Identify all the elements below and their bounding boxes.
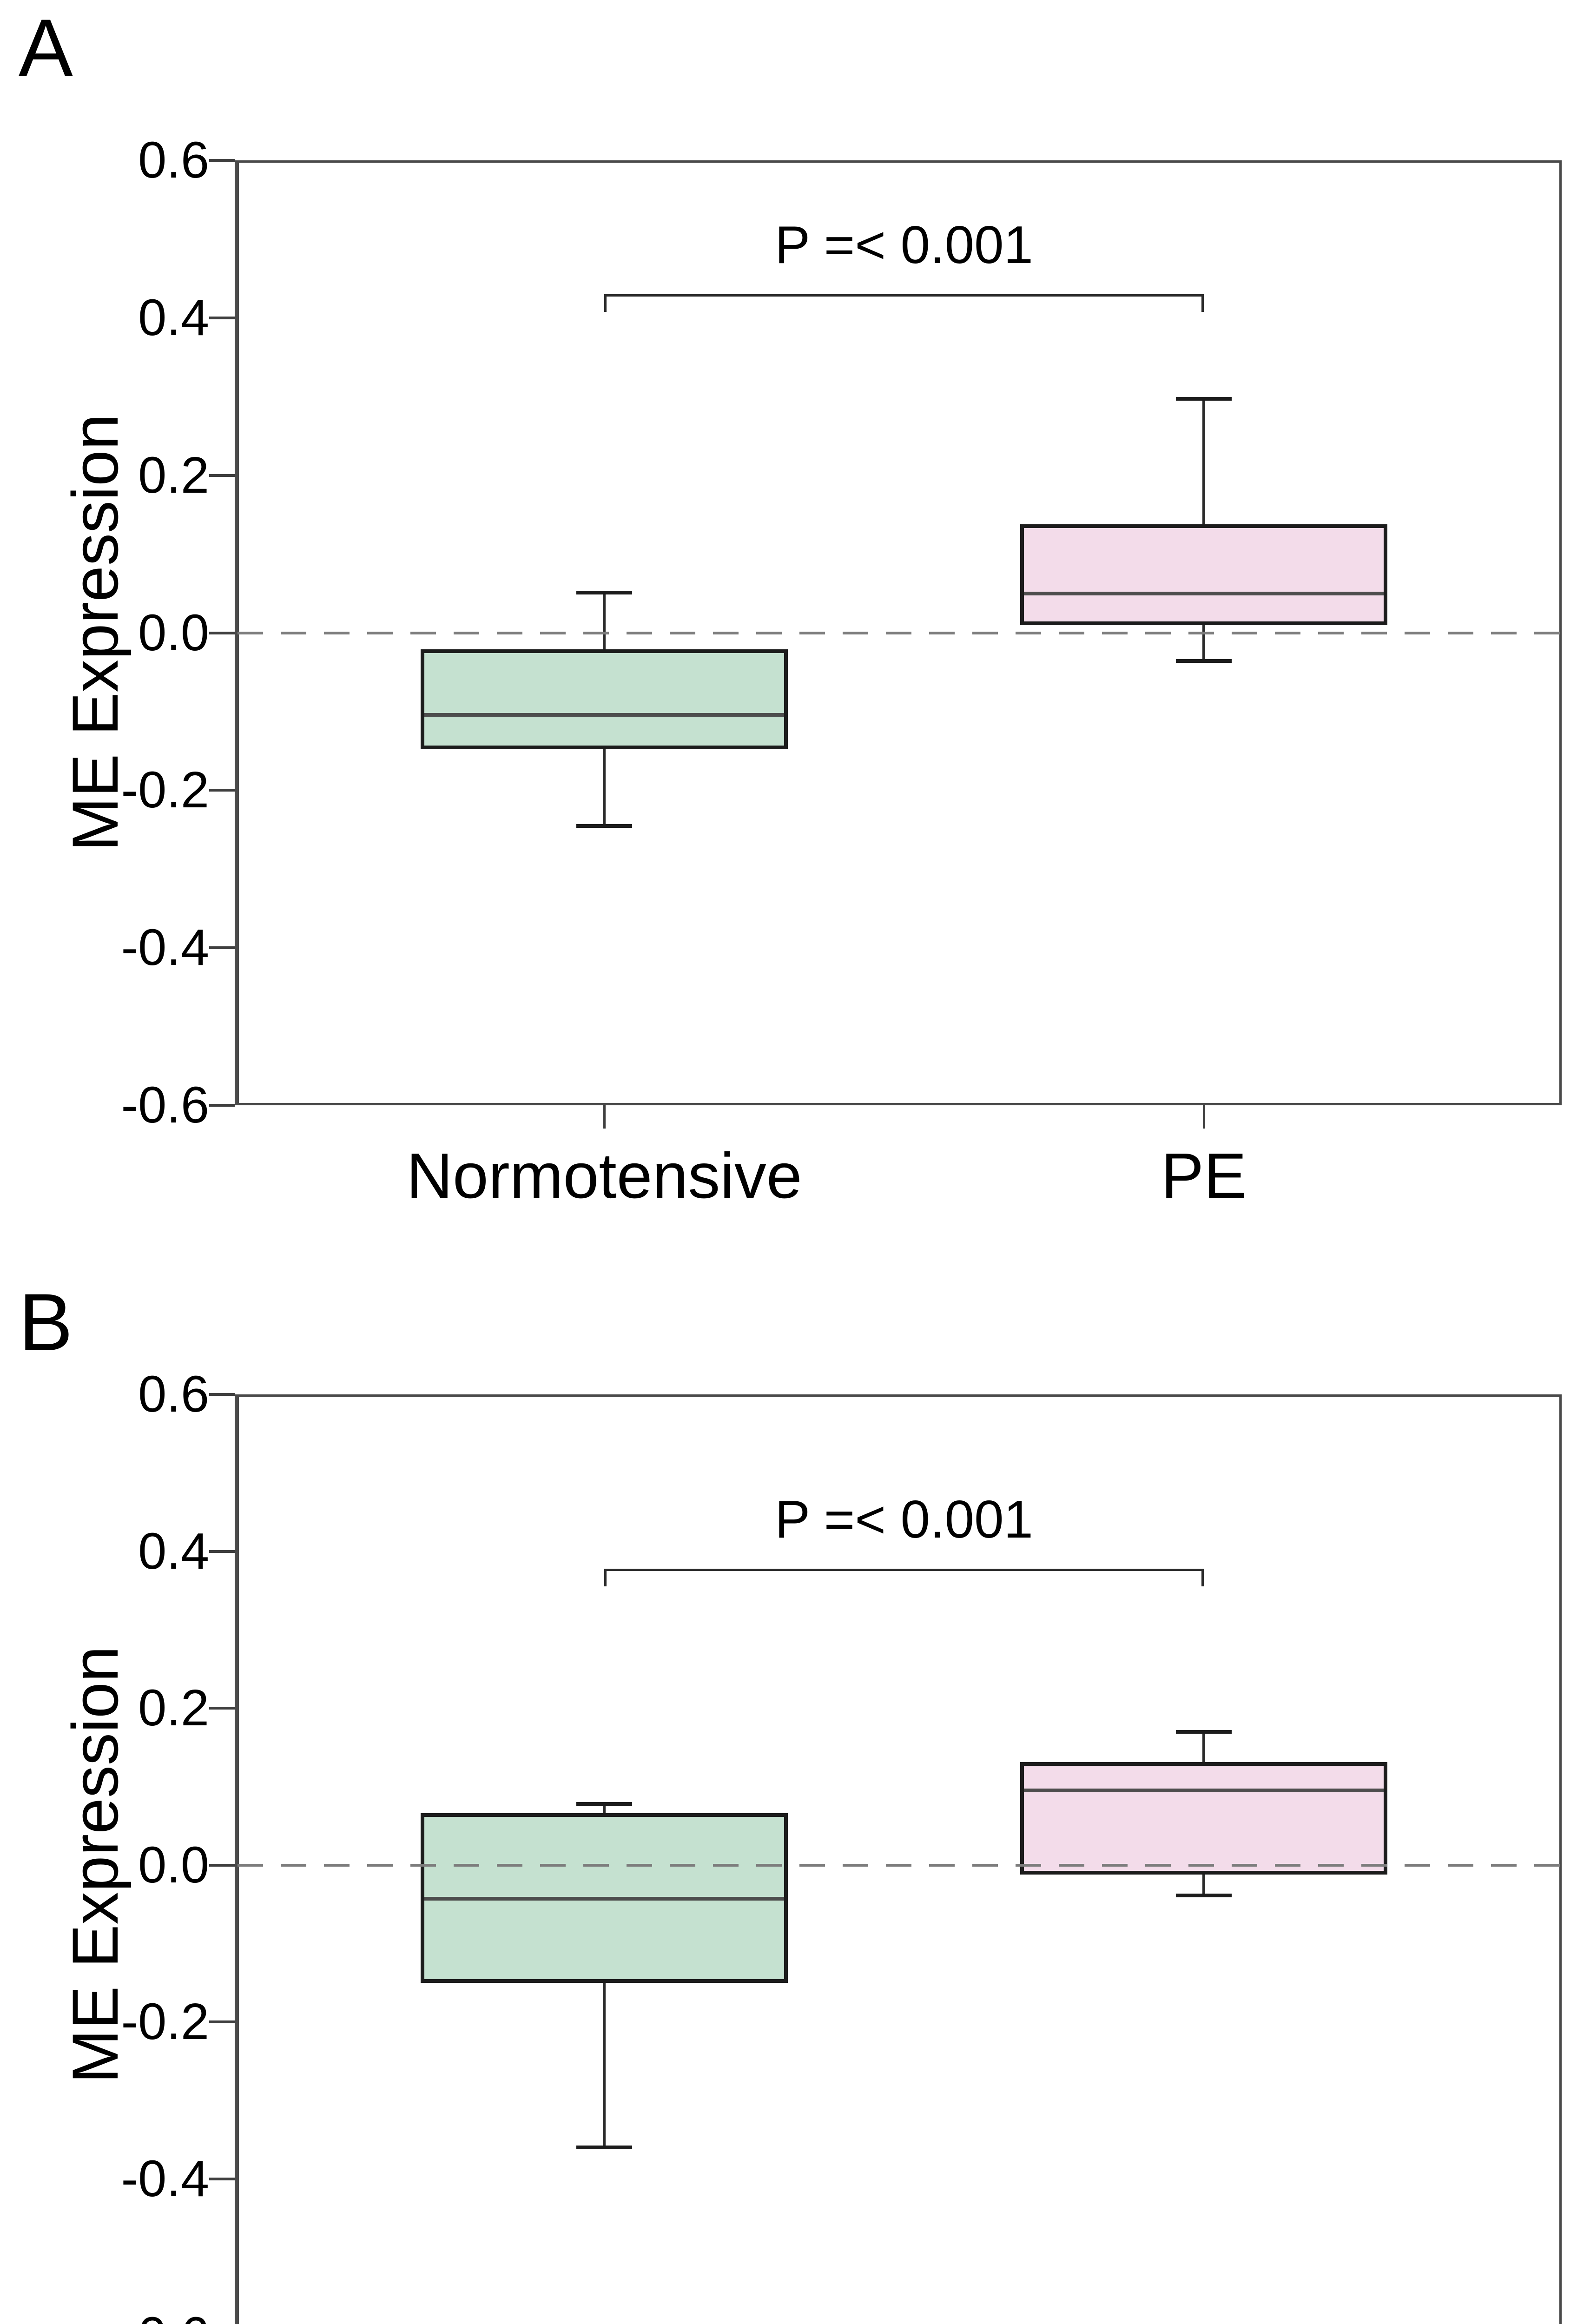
x-category-label-normotensive: Normotensive [406, 1140, 802, 1212]
panel-b-label: B [19, 1277, 73, 1368]
box-pe [1020, 1762, 1387, 1875]
box-pe [1020, 524, 1387, 625]
y-axis-tick [209, 631, 235, 634]
y-axis-tick-label: 0.4 [138, 1522, 209, 1580]
median-line-pe [1024, 1789, 1384, 1793]
y-axis-tick-label: 0.6 [138, 132, 209, 189]
whisker-upper-cap [576, 591, 632, 595]
whisker-lower-cap [1176, 1894, 1232, 1898]
p-value-label: P =< 0.001 [775, 216, 1033, 275]
whisker-upper-stem [1202, 399, 1205, 524]
whisker-lower-stem [1202, 1874, 1205, 1896]
y-axis-tick-label: -0.6 [56, 2310, 209, 2324]
y-axis-tick [209, 159, 235, 162]
whisker-upper-cap [1176, 1730, 1232, 1734]
whisker-lower-cap [1176, 659, 1232, 663]
y-axis-tick [209, 1863, 235, 1867]
zero-dashed-line [238, 1863, 1560, 1867]
x-axis-tick [1202, 1105, 1205, 1129]
y-axis-tick-label: 0.0 [138, 604, 209, 661]
plot-frame-a [235, 160, 1562, 1105]
y-axis-tick [209, 316, 235, 319]
y-axis-tick-label: -0.6 [121, 1076, 209, 1134]
whisker-lower-stem [603, 1982, 606, 2147]
zero-dashed-line [238, 631, 1560, 634]
significance-bracket [604, 1568, 1204, 1586]
median-line-normotensive [424, 1897, 784, 1901]
p-value-label: P =< 0.001 [775, 1490, 1033, 1549]
y-axis-tick-label: 0.2 [138, 1679, 209, 1736]
whisker-lower-stem [1202, 625, 1205, 661]
y-axis-tick [209, 1550, 235, 1553]
y-axis-tick-label: 0.2 [138, 446, 209, 504]
y-axis-tick-label: 0.6 [138, 1366, 209, 1423]
y-axis-tick [209, 474, 235, 477]
x-axis-tick [603, 1105, 606, 1129]
y-axis-tick [209, 1393, 235, 1396]
y-axis-tick [209, 2177, 235, 2180]
y-axis-tick [209, 1707, 235, 1710]
y-axis-tick-label: 0.4 [138, 289, 209, 346]
median-line-normotensive [424, 713, 784, 717]
plot-frame-b [235, 1394, 1562, 2324]
whisker-upper-stem [603, 593, 606, 650]
whisker-lower-cap [576, 2146, 632, 2149]
median-line-pe [1024, 591, 1384, 595]
y-axis-tick [209, 946, 235, 950]
y-axis-tick-label: 0.0 [138, 1836, 209, 1894]
x-category-label-pe: PE [1161, 1140, 1247, 1212]
significance-bracket [604, 294, 1204, 312]
whisker-lower-stem [603, 749, 606, 826]
y-axis-tick-label: -0.4 [121, 919, 209, 977]
whisker-upper-stem [1202, 1731, 1205, 1763]
y-axis-tick-label: -0.2 [121, 1993, 209, 2050]
whisker-upper-cap [576, 1802, 632, 1806]
panel-a-label: A [19, 3, 73, 93]
whisker-upper-cap [1176, 397, 1232, 401]
y-axis-tick [209, 2020, 235, 2023]
y-axis-tick-label: -0.2 [121, 761, 209, 819]
whisker-lower-cap [576, 824, 632, 828]
y-axis-tick [209, 1104, 235, 1107]
y-axis-tick-label: -0.4 [121, 2150, 209, 2207]
box-normotensive [421, 649, 788, 750]
whisker-upper-stem [603, 1803, 606, 1814]
y-axis-tick [209, 789, 235, 792]
